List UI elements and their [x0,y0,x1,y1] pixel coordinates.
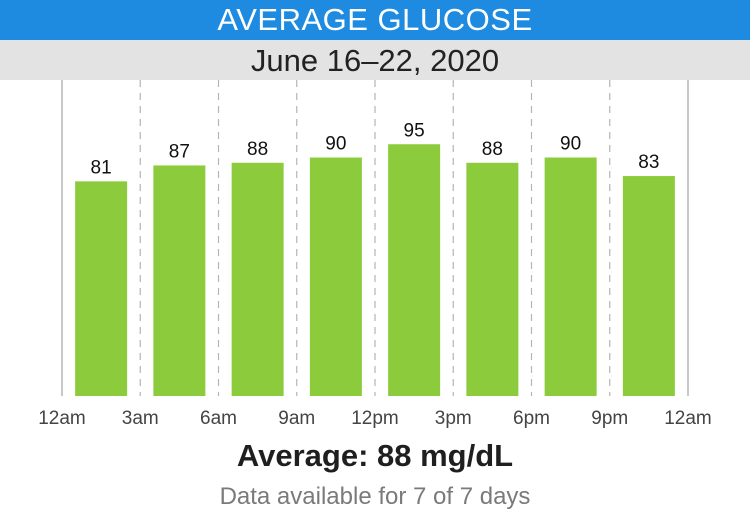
bar-value-label: 87 [169,141,190,162]
bar-value-label: 90 [560,134,581,155]
bar-value-label: 95 [404,120,425,141]
bar [153,165,206,396]
bar-value-label: 81 [91,157,112,178]
x-tick-label: 6pm [513,408,550,429]
data-availability: Data available for 7 of 7 days [219,483,531,510]
bar [309,157,362,396]
x-tick-label: 3pm [435,408,472,429]
x-tick-label: 9pm [591,408,628,429]
x-tick-label: 6am [200,408,237,429]
bar [388,144,441,396]
x-tick-label: 9am [278,408,315,429]
x-tick-label: 3am [122,408,159,429]
bar [75,181,128,396]
bar [231,162,284,396]
glucose-bar-chart: 81 87 88 90 95 88 90 83 12am 3am 6am 9am 12pm 3pm 6pm… [38,80,712,429]
bar [544,157,597,396]
bar [622,176,675,396]
x-tick-label: 12pm [351,408,399,429]
bar-value-label: 90 [325,134,346,155]
bar-value-label: 88 [247,139,268,160]
date-range: June 16–22, 2020 [0,40,750,80]
bar-value-label: 83 [638,152,659,173]
x-tick-label: 12am [38,408,86,429]
average-summary: Average: 88 mg/dL [236,438,514,473]
bar-value-label: 88 [482,139,503,160]
bar [466,162,519,396]
x-tick-label: 12am [664,408,712,429]
chart-title: AVERAGE GLUCOSE [0,0,750,40]
